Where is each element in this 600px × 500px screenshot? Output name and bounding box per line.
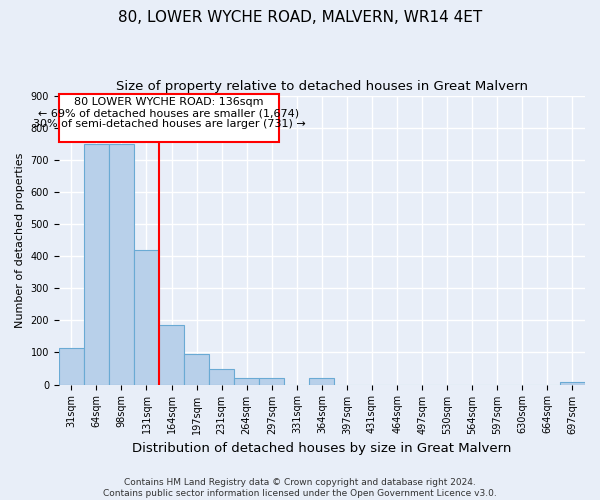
Bar [59,94,279,142]
Title: Size of property relative to detached houses in Great Malvern: Size of property relative to detached ho… [116,80,528,93]
Bar [310,378,334,384]
Text: 80 LOWER WYCHE ROAD: 136sqm: 80 LOWER WYCHE ROAD: 136sqm [74,97,264,107]
Y-axis label: Number of detached properties: Number of detached properties [15,152,25,328]
Bar [59,348,84,384]
X-axis label: Distribution of detached houses by size in Great Malvern: Distribution of detached houses by size … [132,442,512,455]
Text: ← 69% of detached houses are smaller (1,674): ← 69% of detached houses are smaller (1,… [38,108,299,118]
Text: 30% of semi-detached houses are larger (731) →: 30% of semi-detached houses are larger (… [32,120,305,130]
Bar [134,250,159,384]
Bar [209,370,234,384]
Bar [560,382,585,384]
Bar [234,378,259,384]
Bar [159,325,184,384]
Text: 80, LOWER WYCHE ROAD, MALVERN, WR14 4ET: 80, LOWER WYCHE ROAD, MALVERN, WR14 4ET [118,10,482,25]
Bar [84,144,109,384]
Bar [259,378,284,384]
Bar [184,354,209,384]
Text: Contains HM Land Registry data © Crown copyright and database right 2024.
Contai: Contains HM Land Registry data © Crown c… [103,478,497,498]
Bar [109,144,134,384]
